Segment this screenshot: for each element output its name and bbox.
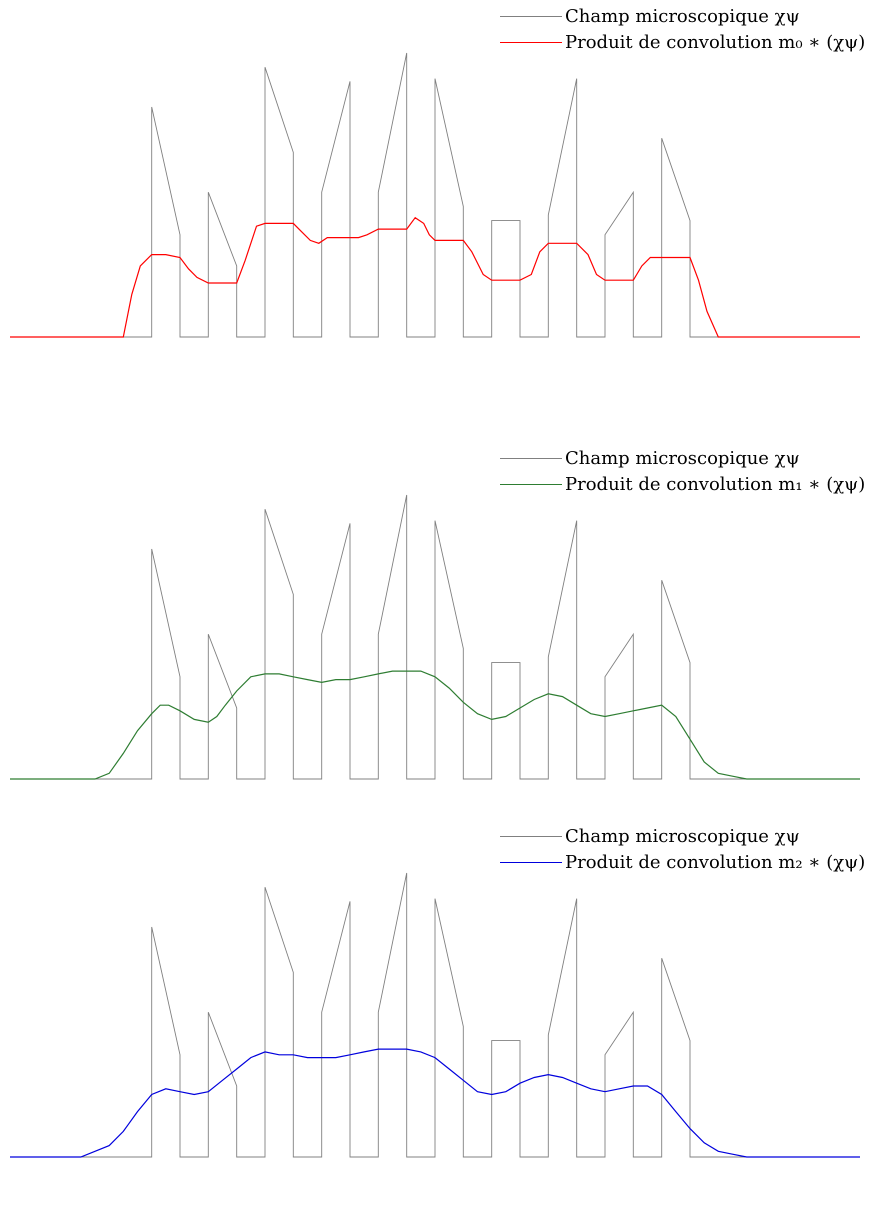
legend-swatch-convolution xyxy=(500,42,562,43)
legend-swatch-microscopic xyxy=(500,836,562,837)
plot-area-m2 xyxy=(10,872,860,1158)
panel-m1: Champ microscopique χψ Produit de convol… xyxy=(0,442,887,842)
legend-label-microscopic: Champ microscopique χψ xyxy=(565,448,800,469)
legend-swatch-microscopic xyxy=(500,458,562,459)
legend: Champ microscopique χψ Produit de convol… xyxy=(500,4,887,54)
convolution-line xyxy=(10,670,860,780)
legend-label-convolution: Produit de convolution m₂ ∗ (χψ) xyxy=(565,852,866,873)
plot-area-m0 xyxy=(10,52,860,338)
legend-swatch-microscopic xyxy=(500,16,562,17)
legend-label-convolution: Produit de convolution m₁ ∗ (χψ) xyxy=(565,474,866,495)
legend-item-convolution: Produit de convolution m₂ ∗ (χψ) xyxy=(500,850,887,875)
legend-label-microscopic: Champ microscopique χψ xyxy=(565,6,800,27)
legend-item-microscopic: Champ microscopique χψ xyxy=(500,824,887,849)
microscopic-field-line xyxy=(10,52,860,338)
legend: Champ microscopique χψ Produit de convol… xyxy=(500,824,887,874)
legend-label-convolution: Produit de convolution m₀ ∗ (χψ) xyxy=(565,32,866,53)
plot-area-m1 xyxy=(10,494,860,780)
microscopic-field-line xyxy=(10,872,860,1158)
legend-item-microscopic: Champ microscopique χψ xyxy=(500,446,887,471)
legend-item-convolution: Produit de convolution m₀ ∗ (χψ) xyxy=(500,30,887,55)
panel-m0: Champ microscopique χψ Produit de convol… xyxy=(0,0,887,400)
legend-swatch-convolution xyxy=(500,862,562,863)
convolution-line xyxy=(10,216,860,338)
legend: Champ microscopique χψ Produit de convol… xyxy=(500,446,887,496)
convolution-line xyxy=(10,1048,860,1158)
legend-label-microscopic: Champ microscopique χψ xyxy=(565,826,800,847)
microscopic-field-line xyxy=(10,494,860,780)
legend-swatch-convolution xyxy=(500,484,562,485)
legend-item-convolution: Produit de convolution m₁ ∗ (χψ) xyxy=(500,472,887,497)
panel-m2: Champ microscopique χψ Produit de convol… xyxy=(0,820,887,1220)
legend-item-microscopic: Champ microscopique χψ xyxy=(500,4,887,29)
